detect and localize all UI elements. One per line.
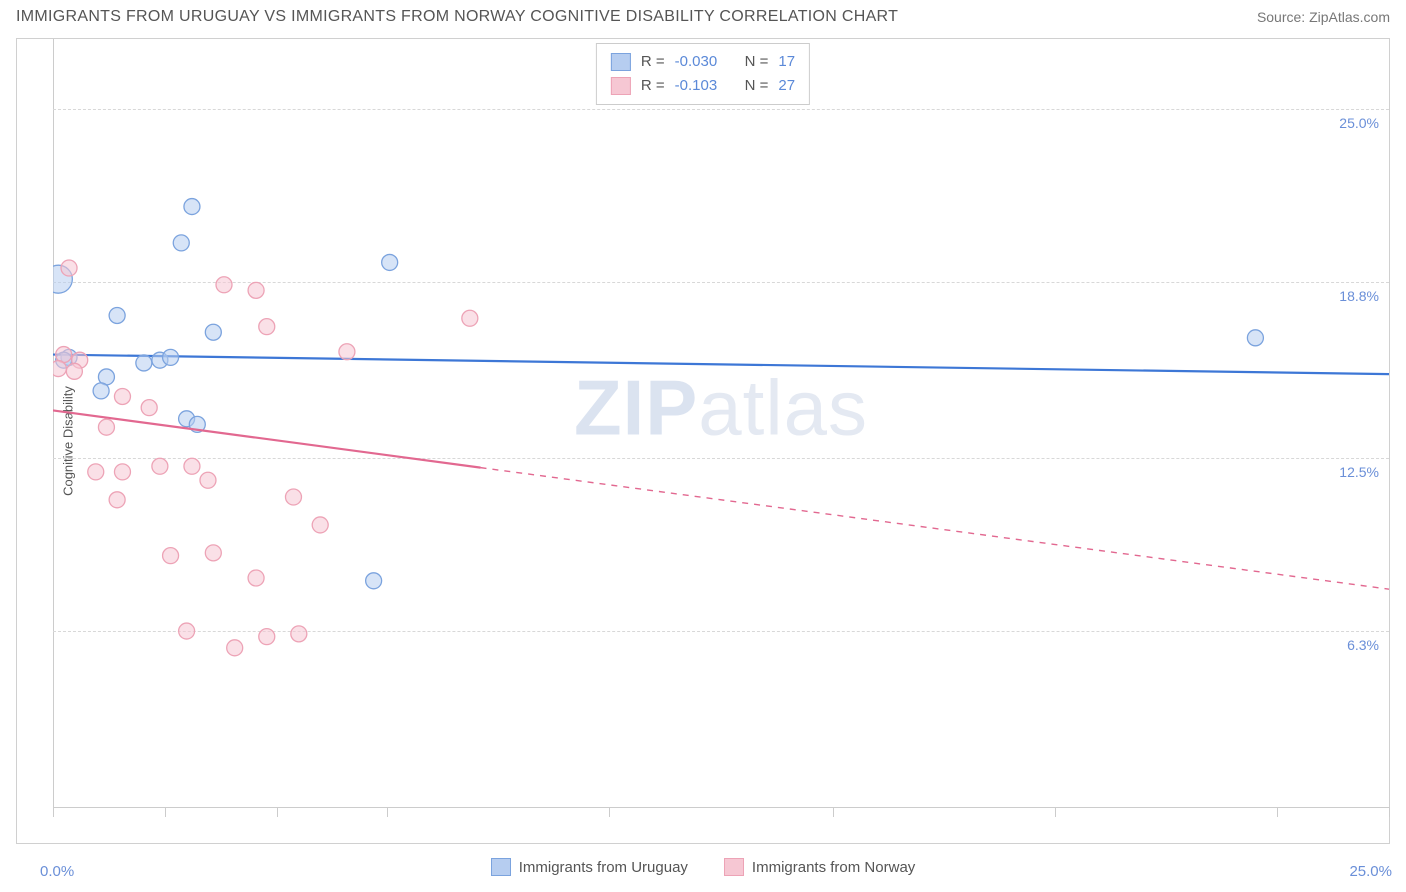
norway-data-point [98,419,114,435]
x-tick [165,807,166,817]
norway-data-point [285,489,301,505]
x-tick [609,807,610,817]
x-axis-line [53,807,1389,808]
x-tick [387,807,388,817]
norway-data-point [114,388,130,404]
uruguay-data-point [366,573,382,589]
norway-data-point [200,472,216,488]
x-tick [277,807,278,817]
norway-data-point [53,361,66,377]
norway-data-point [163,548,179,564]
norway-data-point [227,640,243,656]
correlation-legend-row: R = -0.030 N = 17 [611,50,795,74]
norway-data-point [152,458,168,474]
norway-regression-line [53,410,481,467]
uruguay-data-point [93,383,109,399]
correlation-legend: R = -0.030 N = 17 R = -0.103 N = 27 [596,43,810,105]
r-label: R = [641,74,665,98]
uruguay-data-point [136,355,152,371]
norway-data-point [462,310,478,326]
legend-swatch [724,858,744,876]
n-label: N = [745,50,769,74]
norway-data-point [141,400,157,416]
norway-data-point [179,623,195,639]
norway-data-point [248,570,264,586]
norway-data-point [114,464,130,480]
norway-data-point [88,464,104,480]
legend-swatch [611,77,631,95]
norway-data-point [248,282,264,298]
x-tick [833,807,834,817]
norway-regression-extrapolation [481,468,1389,590]
series-legend-item: Immigrants from Uruguay [491,858,688,876]
x-tick [1277,807,1278,817]
norway-data-point [184,458,200,474]
series-name: Immigrants from Norway [752,859,915,876]
norway-data-point [216,277,232,293]
r-value: -0.030 [675,50,735,74]
uruguay-data-point [205,324,221,340]
legend-swatch [611,53,631,71]
correlation-legend-row: R = -0.103 N = 27 [611,74,795,98]
uruguay-data-point [163,349,179,365]
series-name: Immigrants from Uruguay [519,859,688,876]
norway-data-point [66,363,82,379]
chart-header: IMMIGRANTS FROM URUGUAY VS IMMIGRANTS FR… [0,0,1406,30]
chart-title: IMMIGRANTS FROM URUGUAY VS IMMIGRANTS FR… [16,8,898,26]
r-label: R = [641,50,665,74]
chart-source: Source: ZipAtlas.com [1257,9,1390,25]
plot-area: ZIPatlas 6.3%12.5%18.8%25.0% [53,39,1389,807]
scatter-plot-svg [53,39,1389,807]
norway-data-point [312,517,328,533]
norway-data-point [259,319,275,335]
norway-data-point [109,492,125,508]
norway-data-point [291,626,307,642]
x-tick [53,807,54,817]
norway-data-point [205,545,221,561]
n-label: N = [745,74,769,98]
norway-data-point [61,260,77,276]
x-tick [1389,807,1390,817]
uruguay-data-point [382,254,398,270]
series-legend: Immigrants from Uruguay Immigrants from N… [0,858,1406,876]
uruguay-regression-line [53,355,1389,375]
legend-swatch [491,858,511,876]
chart-container: Cognitive Disability ZIPatlas 6.3%12.5%1… [16,38,1390,844]
uruguay-data-point [184,199,200,215]
x-tick [1055,807,1056,817]
n-value: 27 [778,74,795,98]
uruguay-data-point [1247,330,1263,346]
r-value: -0.103 [675,74,735,98]
x-axis [53,807,1389,843]
n-value: 17 [778,50,795,74]
uruguay-data-point [109,307,125,323]
series-legend-item: Immigrants from Norway [724,858,915,876]
norway-data-point [259,629,275,645]
norway-data-point [339,344,355,360]
uruguay-data-point [173,235,189,251]
